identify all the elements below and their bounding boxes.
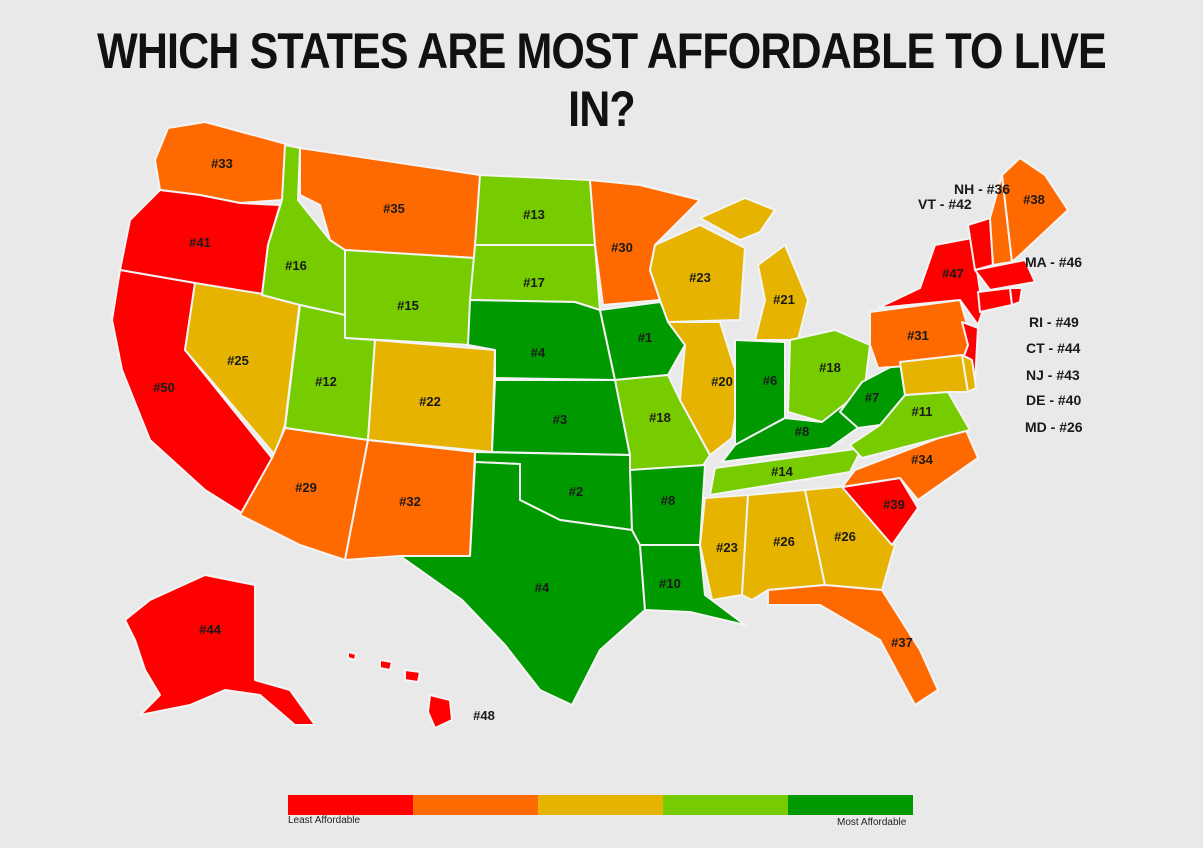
state-FL bbox=[767, 584, 939, 706]
state-TX bbox=[399, 461, 646, 706]
state-ME bbox=[1001, 157, 1069, 263]
state-label-NC: #34 bbox=[911, 452, 933, 467]
legend-swatch-low bbox=[413, 795, 538, 815]
state-label-OK: #2 bbox=[569, 484, 583, 499]
state-label-NM: #32 bbox=[399, 494, 421, 509]
state-label-MS: #23 bbox=[716, 540, 738, 555]
legend-swatch-mid bbox=[538, 795, 663, 815]
state-TN bbox=[709, 447, 863, 496]
side-label-MD: MD - #26 bbox=[1025, 419, 1083, 435]
state-label-KY: #8 bbox=[795, 424, 809, 439]
state-label-KS: #3 bbox=[553, 412, 567, 427]
state-label-WA: #33 bbox=[211, 156, 233, 171]
side-label-VT: VT - #42 bbox=[918, 196, 972, 212]
state-label-UT: #12 bbox=[315, 374, 337, 389]
state-label-TX: #4 bbox=[535, 580, 550, 595]
state-IA bbox=[599, 301, 686, 381]
state-HI bbox=[379, 659, 393, 671]
legend-most-label: Most Affordable bbox=[837, 817, 907, 828]
state-label-MI: #21 bbox=[773, 292, 795, 307]
state-label-GA: #26 bbox=[834, 529, 856, 544]
state-label-WY: #15 bbox=[397, 298, 419, 313]
state-DE bbox=[961, 354, 977, 393]
state-label-MT: #35 bbox=[383, 201, 405, 216]
state-label-SC: #39 bbox=[883, 497, 905, 512]
state-label-PA: #31 bbox=[907, 328, 929, 343]
color-legend bbox=[288, 795, 913, 815]
state-label-SD: #17 bbox=[523, 275, 545, 290]
state-label-AR: #8 bbox=[661, 493, 675, 508]
state-HI bbox=[404, 669, 421, 683]
legend-swatch-most bbox=[788, 795, 913, 815]
state-label-HI: #48 bbox=[473, 708, 495, 723]
state-label-MO: #18 bbox=[649, 410, 671, 425]
state-label-ME: #38 bbox=[1023, 192, 1045, 207]
state-label-MN: #30 bbox=[611, 240, 633, 255]
state-label-OH: #18 bbox=[819, 360, 841, 375]
state-MS bbox=[699, 494, 749, 601]
state-label-CA: #50 bbox=[153, 380, 175, 395]
state-CT bbox=[977, 287, 1013, 313]
state-label-NV: #25 bbox=[227, 353, 249, 368]
legend-swatch-high bbox=[663, 795, 788, 815]
state-label-TN: #14 bbox=[771, 464, 793, 479]
state-label-NY: #47 bbox=[942, 266, 964, 281]
state-label-ID: #16 bbox=[285, 258, 307, 273]
state-label-CO: #22 bbox=[419, 394, 441, 409]
side-label-CT: CT - #44 bbox=[1026, 340, 1081, 356]
state-HI bbox=[427, 694, 453, 729]
state-label-IL: #20 bbox=[711, 374, 733, 389]
state-label-AK: #44 bbox=[199, 622, 221, 637]
side-label-NH: NH - #36 bbox=[954, 181, 1010, 197]
side-label-MA: MA - #46 bbox=[1025, 254, 1082, 270]
state-label-IN: #6 bbox=[763, 373, 777, 388]
state-HI bbox=[347, 651, 357, 661]
state-label-WV: #7 bbox=[865, 390, 879, 405]
state-label-AL: #26 bbox=[773, 534, 795, 549]
state-label-VA: #11 bbox=[912, 404, 933, 419]
state-AK bbox=[124, 574, 316, 726]
state-label-OR: #41 bbox=[189, 235, 211, 250]
legend-swatch-least bbox=[288, 795, 413, 815]
map-title: WHICH STATES ARE MOST AFFORDABLE TO LIVE… bbox=[97, 23, 1107, 137]
state-MA bbox=[974, 259, 1036, 291]
state-label-AZ: #29 bbox=[295, 480, 317, 495]
side-label-NJ: NJ - #43 bbox=[1026, 367, 1080, 383]
state-MO bbox=[614, 374, 711, 471]
state-label-ND: #13 bbox=[523, 207, 545, 222]
state-RI bbox=[1009, 287, 1023, 306]
state-GA bbox=[804, 485, 896, 591]
state-IL bbox=[667, 321, 741, 456]
side-label-RI: RI - #49 bbox=[1029, 314, 1079, 330]
legend-least-label: Least Affordable bbox=[288, 815, 361, 826]
state-MI bbox=[699, 197, 776, 241]
side-label-DE: DE - #40 bbox=[1026, 392, 1081, 408]
state-label-FL: #37 bbox=[891, 635, 913, 650]
state-label-WI: #23 bbox=[689, 270, 711, 285]
state-label-IA: #1 bbox=[638, 330, 652, 345]
state-label-NE: #4 bbox=[531, 345, 546, 360]
state-MD bbox=[899, 354, 969, 396]
state-label-LA: #10 bbox=[659, 576, 681, 591]
